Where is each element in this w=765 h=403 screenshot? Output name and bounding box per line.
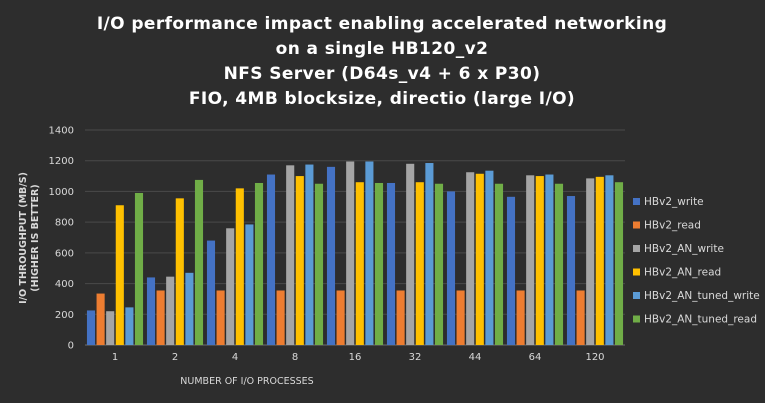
bar-HBv2_write-8 — [266, 174, 276, 345]
bar-HBv2_AN_tuned_read-4 — [254, 182, 264, 345]
x-tick-label: 2 — [172, 352, 178, 363]
bar-HBv2_read-8 — [276, 290, 285, 345]
bar-HBv2_AN_read-32 — [415, 182, 424, 345]
bar-HBv2_write-2 — [146, 277, 156, 345]
bar-HBv2_read-32 — [396, 290, 405, 345]
y-tick-label: 200 — [55, 310, 74, 321]
bar-HBv2_read-120 — [576, 290, 585, 345]
chart-title-line-2: on a single HB120_v2 — [276, 39, 489, 59]
bar-HBv2_AN_read-64 — [535, 176, 544, 345]
bar-HBv2_AN_read-1 — [115, 205, 124, 345]
legend-swatch-HBv2_write — [633, 198, 640, 205]
x-tick-label: 16 — [349, 352, 362, 363]
bar-HBv2_AN_read-2 — [175, 198, 184, 345]
bar-HBv2_AN_tuned_write-44 — [485, 170, 494, 345]
bar-HBv2_write-64 — [506, 196, 516, 345]
chart-title: I/O performance impact enabling accelera… — [97, 14, 667, 109]
bar-HBv2_AN_tuned_read-1 — [134, 192, 144, 345]
bar-HBv2_AN_read-16 — [355, 182, 364, 345]
bar-HBv2_AN_write-64 — [526, 175, 535, 345]
bar-HBv2_read-1 — [96, 293, 105, 345]
legend-label-HBv2_AN_tuned_write: HBv2_AN_tuned_write — [644, 290, 760, 302]
legend-label-HBv2_AN_write: HBv2_AN_write — [644, 243, 724, 255]
y-axis-label-line-1: I/O THROUGHPUT (MB/S) — [18, 172, 29, 304]
x-tick-label: 4 — [232, 352, 238, 363]
bar-HBv2_AN_tuned_read-8 — [314, 183, 324, 345]
legend: HBv2_write HBv2_read HBv2_AN_write HBv2_AN_… — [633, 196, 760, 326]
legend-label-HBv2_AN_read: HBv2_AN_read — [644, 267, 721, 279]
bar-HBv2_AN_write-32 — [406, 163, 415, 345]
legend-label-HBv2_write: HBv2_write — [644, 196, 704, 208]
chart-title-line-3: NFS Server (D64s_v4 + 6 x P30) — [224, 64, 541, 84]
bar-HBv2_read-64 — [516, 290, 525, 345]
bar-HBv2_AN_write-1 — [106, 311, 115, 345]
bar-HBv2_write-4 — [206, 240, 216, 345]
bar-HBv2_AN_tuned_write-1 — [125, 307, 134, 345]
y-axis-label-line-2: (HIGHER IS BETTER) — [30, 184, 41, 291]
bar-HBv2_write-32 — [386, 182, 396, 345]
x-tick-label: 120 — [585, 352, 604, 363]
bar-HBv2_AN_tuned_write-64 — [545, 174, 554, 345]
bar-HBv2_AN_tuned_read-64 — [554, 183, 564, 345]
legend-swatch-HBv2_AN_write — [633, 245, 640, 252]
y-tick-label: 1200 — [49, 156, 74, 167]
bar-HBv2_AN_write-4 — [226, 228, 235, 345]
y-tick-label: 1000 — [49, 187, 74, 198]
bar-HBv2_AN_write-8 — [286, 165, 295, 345]
y-tick-label: 400 — [55, 279, 74, 290]
x-tick-label: 8 — [292, 352, 298, 363]
bar-HBv2_AN_read-44 — [475, 173, 484, 345]
legend-label-HBv2_read: HBv2_read — [644, 220, 701, 232]
y-tick-label: 0 — [68, 341, 74, 352]
x-tick-label: 32 — [409, 352, 422, 363]
gridlines — [85, 129, 625, 346]
bar-HBv2_AN_tuned_read-44 — [494, 183, 504, 345]
bar-HBv2_AN_write-16 — [346, 161, 355, 345]
bar-HBv2_write-120 — [566, 196, 576, 345]
bar-HBv2_AN_tuned_write-2 — [185, 272, 194, 345]
x-tick-label: 44 — [469, 352, 482, 363]
bar-HBv2_AN_read-4 — [235, 188, 244, 345]
bar-HBv2_AN_write-44 — [466, 172, 475, 345]
bar-HBv2_read-2 — [156, 290, 165, 345]
y-tick-label: 800 — [55, 218, 74, 229]
bar-HBv2_AN_read-8 — [295, 176, 304, 345]
legend-swatch-HBv2_AN_read — [633, 268, 640, 276]
bar-HBv2_AN_tuned_write-8 — [305, 164, 314, 345]
chart-title-line-4: FIO, 4MB blocksize, directio (large I/O) — [189, 89, 575, 109]
bar-HBv2_AN_tuned_write-32 — [425, 163, 434, 345]
x-tick-label: 64 — [529, 352, 542, 363]
bar-HBv2_AN_tuned_read-2 — [194, 179, 204, 345]
bar-HBv2_write-44 — [446, 191, 456, 345]
chart-title-line-1: I/O performance impact enabling accelera… — [97, 14, 667, 34]
bar-HBv2_AN_write-120 — [586, 178, 595, 345]
legend-label-HBv2_AN_tuned_read: HBv2_AN_tuned_read — [644, 314, 757, 326]
bar-HBv2_read-16 — [336, 290, 345, 345]
bar-HBv2_AN_tuned_write-16 — [365, 161, 374, 345]
x-axis-label: NUMBER OF I/O PROCESSES — [180, 376, 313, 387]
bar-HBv2_read-4 — [216, 290, 225, 345]
y-axis-ticks: 0 200 400 600 800 1000 1200 1400 — [49, 126, 74, 352]
bars — [86, 161, 624, 345]
bar-HBv2_AN_write-2 — [166, 276, 175, 345]
bar-HBv2_AN_read-120 — [595, 176, 604, 345]
legend-swatch-HBv2_AN_tuned_write — [633, 292, 640, 299]
bar-HBv2_AN_tuned_read-32 — [434, 183, 444, 345]
bar-HBv2_AN_tuned_write-120 — [605, 175, 614, 345]
bar-HBv2_write-16 — [326, 166, 336, 345]
y-tick-label: 1400 — [49, 126, 74, 137]
y-axis-label: I/O THROUGHPUT (MB/S) (HIGHER IS BETTER) — [18, 172, 41, 304]
bar-HBv2_read-44 — [456, 290, 465, 345]
bar-HBv2_write-1 — [86, 310, 96, 345]
y-tick-label: 600 — [55, 248, 74, 259]
legend-swatch-HBv2_read — [633, 221, 640, 229]
bar-HBv2_AN_tuned_read-120 — [614, 182, 624, 345]
legend-swatch-HBv2_AN_tuned_read — [633, 315, 640, 323]
bar-HBv2_AN_tuned_read-16 — [374, 182, 384, 345]
bar-HBv2_AN_tuned_write-4 — [245, 224, 254, 345]
x-tick-label: 1 — [112, 352, 118, 363]
x-axis-ticks: 1 2 4 8 16 32 44 64 120 — [112, 352, 605, 363]
